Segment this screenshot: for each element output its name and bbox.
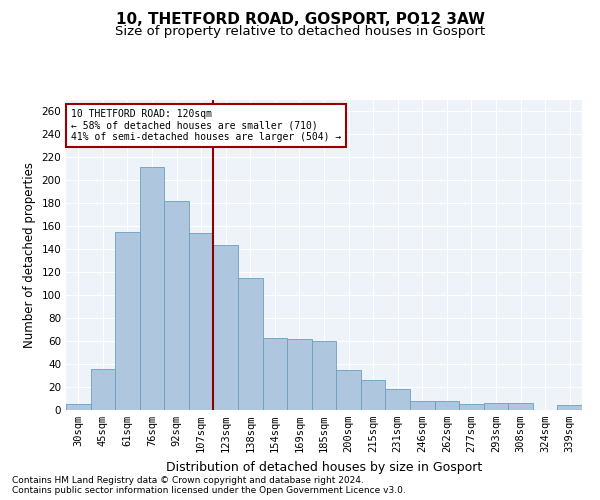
Bar (287, 339, 312, 410)
Bar (91, 368, 115, 410)
Text: 10, THETFORD ROAD, GOSPORT, PO12 3AW: 10, THETFORD ROAD, GOSPORT, PO12 3AW (115, 12, 485, 28)
Bar (164, 201, 189, 410)
Bar (115, 232, 140, 410)
Bar (484, 403, 508, 410)
Bar (459, 404, 484, 410)
Bar (140, 166, 164, 410)
Bar (508, 403, 533, 410)
Y-axis label: Number of detached properties: Number of detached properties (23, 162, 36, 348)
Bar (263, 338, 287, 410)
Bar (434, 401, 459, 410)
Text: Size of property relative to detached houses in Gosport: Size of property relative to detached ho… (115, 25, 485, 38)
Bar (410, 401, 434, 410)
Text: 10 THETFORD ROAD: 120sqm
← 58% of detached houses are smaller (710)
41% of semi-: 10 THETFORD ROAD: 120sqm ← 58% of detach… (71, 110, 341, 142)
Bar (214, 244, 238, 410)
Bar (312, 341, 336, 410)
Bar (361, 380, 385, 410)
X-axis label: Distribution of detached houses by size in Gosport: Distribution of detached houses by size … (166, 460, 482, 473)
Bar (189, 233, 214, 410)
Text: Contains HM Land Registry data © Crown copyright and database right 2024.: Contains HM Land Registry data © Crown c… (12, 476, 364, 485)
Bar (336, 370, 361, 410)
Bar (557, 406, 582, 410)
Bar (238, 278, 263, 410)
Text: Contains public sector information licensed under the Open Government Licence v3: Contains public sector information licen… (12, 486, 406, 495)
Bar (66, 404, 91, 410)
Bar (385, 390, 410, 410)
